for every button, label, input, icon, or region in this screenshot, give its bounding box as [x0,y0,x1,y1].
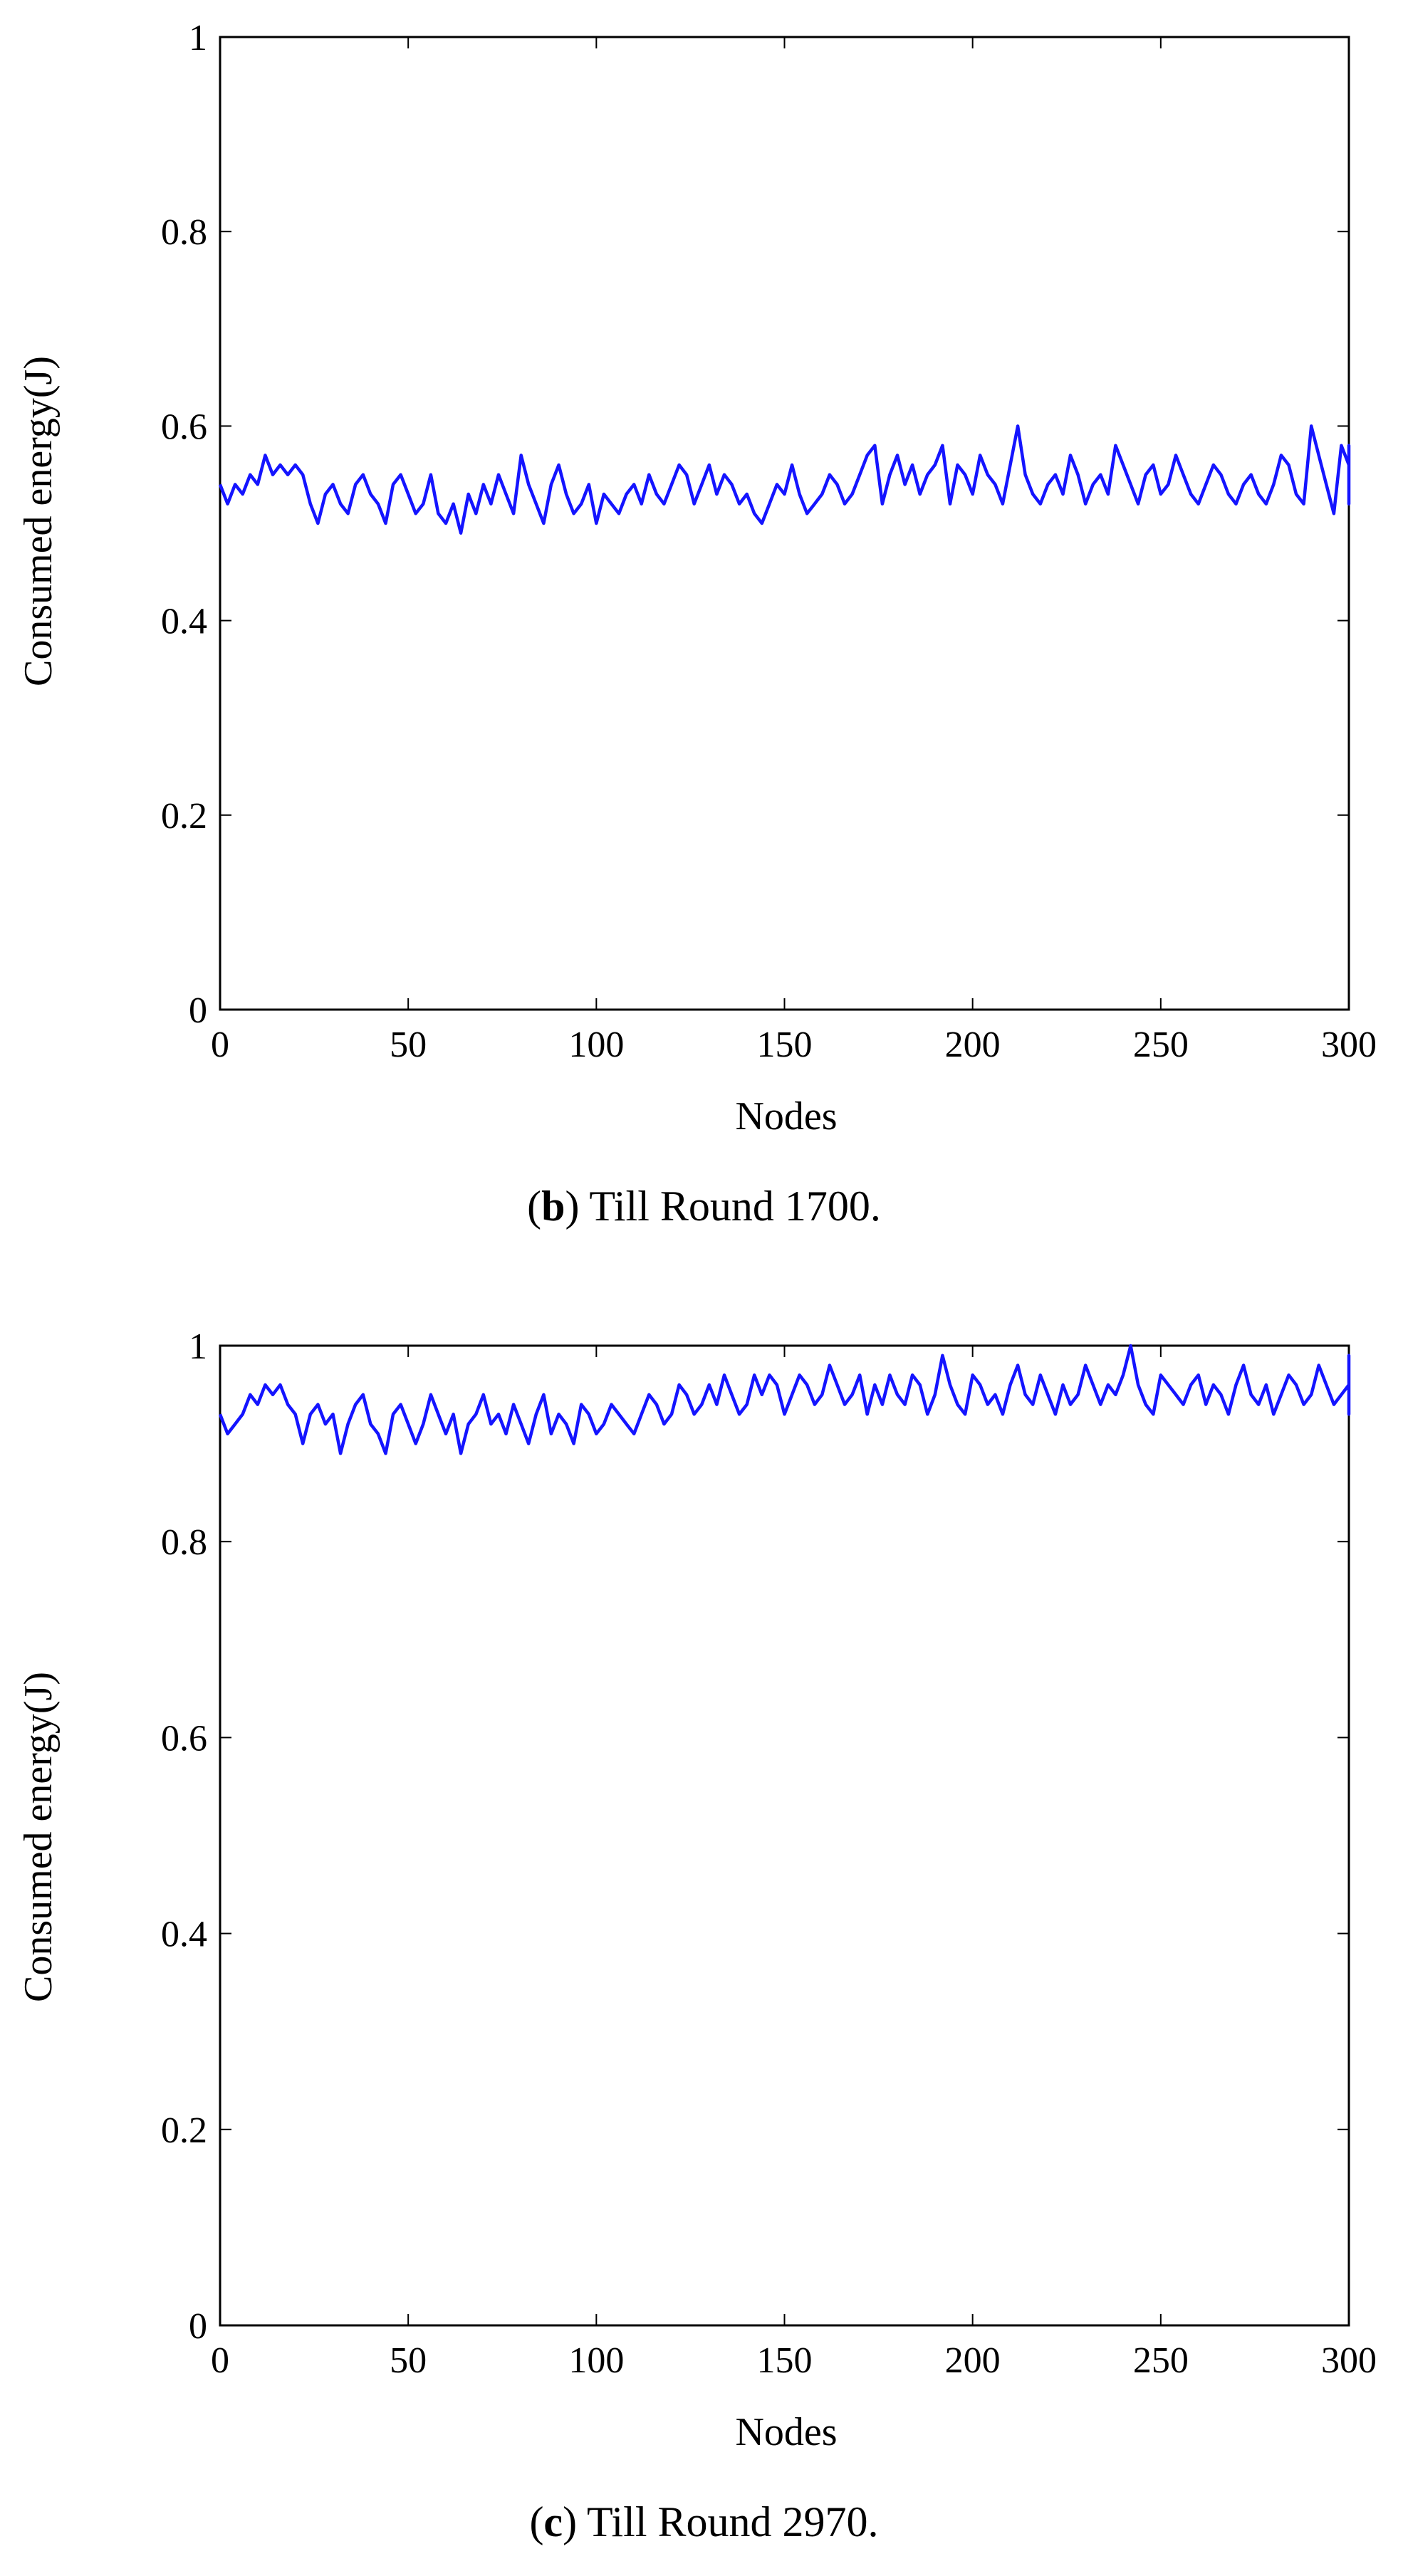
plot-frame [219,1344,1350,2327]
y-tick-label: 0.8 [161,1522,207,1563]
y-tick-label: 0.8 [161,212,207,253]
x-tick-label: 300 [1321,1025,1377,1065]
x-tick-label: 50 [390,1025,427,1065]
y-tick-label: 0.6 [161,1718,207,1759]
x-tick-label: 150 [757,1025,813,1065]
y-axis-title: Consumed energy(J) [16,356,61,686]
energy-series-line [218,424,1351,535]
y-tick-label: 1 [189,18,207,58]
x-axis-title: Nodes [735,2410,837,2454]
y-tick-label: 0.6 [161,407,207,447]
x-tick-label: 250 [1133,1025,1189,1065]
y-tick-label: 0 [189,990,207,1031]
y-tick-label: 0.4 [161,1915,207,1955]
x-tick-label: 200 [945,1025,1001,1065]
caption-text: Till Round 2970. [586,2498,879,2545]
y-axis-title: Consumed energy(J) [16,1672,61,2002]
y-tick-label: 0.2 [161,796,207,837]
x-tick-label: 100 [568,1025,624,1065]
caption-c: (c) Till Round 2970. [529,2498,879,2545]
caption-text: Till Round 1700. [589,1183,881,1230]
x-tick-label: 250 [1133,2340,1189,2381]
y-tick-label: 0 [189,2306,207,2347]
y-tick-label: 0.2 [161,2110,207,2151]
caption-panel-letter: c [543,2498,563,2545]
x-tick-label: 50 [390,2340,427,2381]
plot-frame [219,36,1350,1011]
caption-panel-letter: b [541,1183,565,1230]
x-tick-label: 100 [568,2340,624,2381]
x-tick-label: 200 [945,2340,1001,2381]
chart-panel-b: Consumed energy(J) Nodes 0 50 100 150 200 250… [16,18,1377,1138]
caption-b: (b) Till Round 1700. [527,1183,881,1230]
x-tick-label: 0 [211,2340,229,2381]
x-tick-label: 300 [1321,2340,1377,2381]
x-axis-title: Nodes [735,1094,837,1138]
y-tick-label: 1 [189,1326,207,1367]
x-tick-label: 0 [211,1025,229,1065]
y-tick-label: 0.4 [161,602,207,642]
chart-panel-c: Consumed energy(J) Nodes 0 50 100 150 200 250… [16,1326,1377,2454]
x-tick-label: 150 [757,2340,813,2381]
energy-series-line [218,1344,1351,1455]
